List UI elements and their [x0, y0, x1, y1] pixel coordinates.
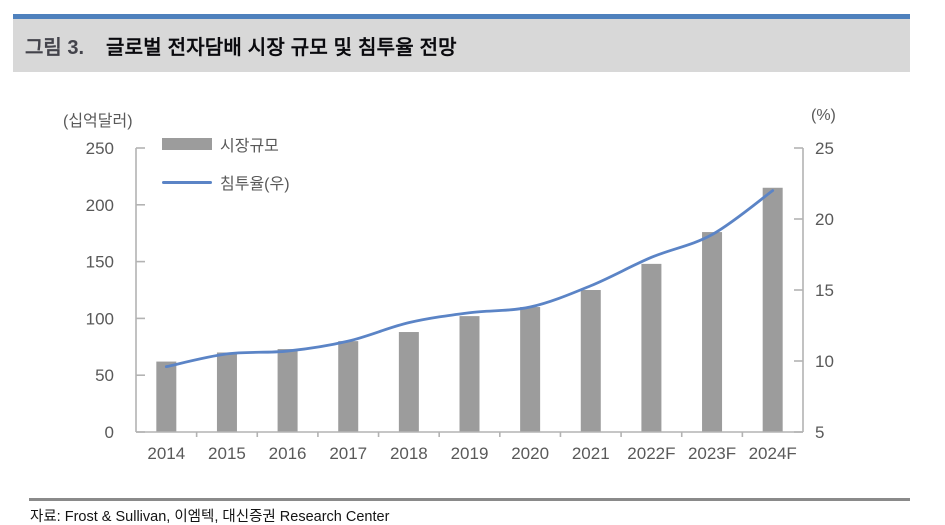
svg-text:2020: 2020: [511, 444, 549, 463]
svg-text:2017: 2017: [329, 444, 367, 463]
svg-text:0: 0: [105, 423, 114, 442]
bar-series-swatch: [162, 138, 212, 150]
svg-text:5: 5: [815, 423, 824, 442]
svg-text:50: 50: [95, 366, 114, 385]
figure-number: 그림 3.: [25, 37, 85, 59]
figure-header: 그림 3. 글로벌 전자담배 시장 규모 및 침투율 전망: [13, 14, 910, 72]
line-series-label: 침투율(우): [220, 176, 290, 193]
svg-text:200: 200: [86, 196, 114, 215]
svg-text:10: 10: [815, 352, 834, 371]
svg-text:25: 25: [815, 139, 834, 158]
chart-legend: 시장규모 침투율(우): [162, 132, 290, 208]
svg-text:250: 250: [86, 139, 114, 158]
right-axis-unit-label: (%): [811, 107, 836, 124]
svg-text:2024F: 2024F: [749, 444, 797, 463]
svg-text:2022F: 2022F: [627, 444, 675, 463]
svg-text:2016: 2016: [269, 444, 307, 463]
source-note: 자료: Frost & Sullivan, 이엠텍, 대신증권 Research…: [30, 509, 390, 525]
svg-text:2015: 2015: [208, 444, 246, 463]
svg-text:100: 100: [86, 309, 114, 328]
svg-text:150: 150: [86, 253, 114, 272]
svg-text:2018: 2018: [390, 444, 428, 463]
footer-divider: [29, 498, 910, 501]
svg-text:15: 15: [815, 281, 834, 300]
legend-item-penetration: 침투율(우): [162, 170, 290, 194]
legend-item-market-size: 시장규모: [162, 132, 290, 156]
svg-text:2014: 2014: [147, 444, 185, 463]
figure-title: 글로벌 전자담배 시장 규모 및 침투율 전망: [106, 37, 457, 59]
bar-series-label: 시장규모: [220, 138, 279, 155]
line-series-swatch: [162, 180, 212, 184]
svg-text:2019: 2019: [451, 444, 489, 463]
svg-text:20: 20: [815, 210, 834, 229]
svg-text:2021: 2021: [572, 444, 610, 463]
svg-text:2023F: 2023F: [688, 444, 736, 463]
left-axis-unit-label: (십억달러): [63, 113, 133, 130]
